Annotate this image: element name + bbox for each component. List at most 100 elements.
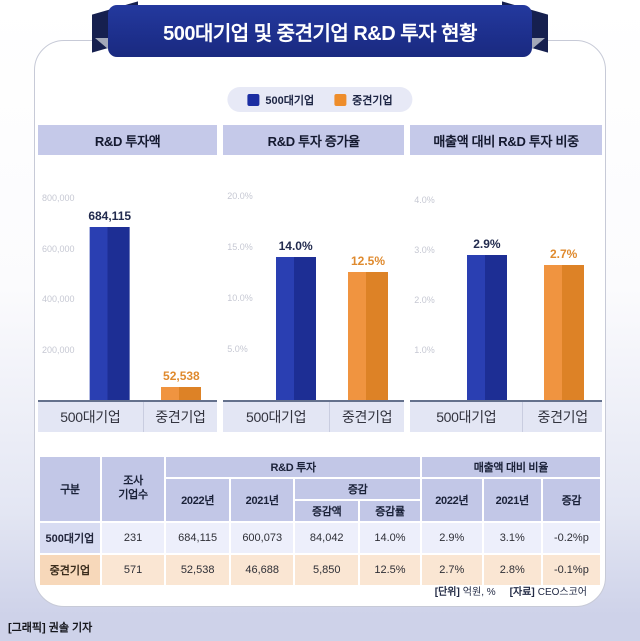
ribbon-fold-shadow-right — [532, 38, 545, 49]
y-axis-tick-label: 15.0% — [227, 241, 253, 252]
bar-blue — [89, 227, 130, 400]
legend-item-top500: 500대기업 — [247, 92, 314, 108]
cell-ratio-2022: 2.9% — [421, 523, 482, 553]
cell-delta-amount: 5,850 — [295, 555, 359, 585]
title-banner: 500대기업 및 중견기업 R&D 투자 현황 — [108, 5, 532, 57]
cell-ratio-2021: 2.8% — [483, 555, 541, 585]
header-delta-amount: 증감액 — [295, 501, 359, 521]
legend-label: 중견기업 — [352, 94, 393, 107]
header-rnd-2022: 2022년 — [166, 479, 229, 521]
y-axis-tick-label: 800,000 — [42, 193, 75, 204]
legend-swatch-orange — [334, 93, 347, 106]
row-label: 500대기업 — [40, 523, 100, 553]
chart-rnd-growth-rate: R&D 투자 증가율 14.0% 12.5% 5.0% 10.0% 15.0% 20.… — [223, 125, 405, 432]
x-axis-line — [38, 400, 218, 402]
header-ratio-2021: 2021년 — [483, 479, 541, 521]
category-strip: 500대기업 중견기업 — [38, 402, 218, 432]
category-label: 중견기업 — [537, 409, 589, 425]
graphic-credit: [그래픽] 권솔 기자 — [8, 622, 93, 634]
y-axis-tick-label: 5.0% — [227, 343, 248, 354]
bar-orange — [543, 265, 584, 400]
cell-rnd-2022: 684,115 — [166, 523, 229, 553]
cell-ratio-delta: -0.1%p — [542, 555, 600, 585]
cell-rnd-2021: 46,688 — [230, 555, 294, 585]
plot-area: 2.9% 2.7% 1.0% 2.0% 3.0% 4.0% — [410, 168, 602, 400]
cell-rnd-2021: 600,073 — [230, 523, 294, 553]
infographic-card: 500대기업 중견기업 R&D 투자액 684,115 52,538 200,0… — [34, 40, 606, 607]
bar-value-label: 2.7% — [549, 247, 578, 261]
x-axis-line — [223, 400, 405, 402]
row-label: 중견기업 — [40, 555, 100, 585]
y-axis-tick-label: 600,000 — [42, 243, 75, 254]
legend-swatch-blue — [247, 93, 260, 106]
category-strip: 500대기업 중견기업 — [223, 402, 405, 432]
cell-delta-rate: 12.5% — [360, 555, 420, 585]
y-axis-tick-label: 1.0% — [414, 345, 435, 355]
chart-title: 매출액 대비 R&D 투자 비중 — [410, 125, 602, 155]
source-value: CEO스코어 — [537, 587, 587, 598]
bar-top500: 2.9% — [466, 237, 507, 400]
chart-legend: 500대기업 중견기업 — [227, 87, 413, 112]
page-title: 500대기업 및 중견기업 R&D 투자 현황 — [163, 22, 477, 45]
footnote: [단위] 억원, % [자료] CEO스코어 — [435, 583, 587, 598]
y-axis-tick-label: 20.0% — [227, 190, 253, 201]
category-label: 500대기업 — [223, 402, 330, 432]
header-ratio-2022: 2022년 — [421, 479, 482, 521]
cell-count: 231 — [101, 523, 165, 553]
bar-orange — [161, 387, 202, 400]
charts-row: R&D 투자액 684,115 52,538 200,000 400,000 600… — [38, 125, 602, 432]
cell-count: 571 — [101, 555, 165, 585]
y-axis-tick-label: 400,000 — [42, 294, 75, 305]
bar-orange — [348, 272, 389, 400]
legend-item-midsize: 중견기업 — [334, 92, 393, 108]
chart-rnd-to-sales-ratio: 매출액 대비 R&D 투자 비중 2.9% 2.7% 1.0% 2.0% 3.0% 4… — [410, 125, 602, 432]
cell-rnd-2022: 52,538 — [166, 555, 229, 585]
bar-value-label: 2.9% — [473, 237, 501, 251]
table-row-top500: 500대기업 231 684,115 600,073 84,042 14.0% … — [40, 523, 600, 553]
bar-value-label: 12.5% — [351, 254, 386, 268]
plot-area: 14.0% 12.5% 5.0% 10.0% 15.0% 20.0% — [223, 168, 404, 400]
bar-blue — [275, 257, 316, 400]
bar-midsize: 2.7% — [543, 247, 584, 400]
bar-midsize: 52,538 — [161, 369, 202, 400]
category-label: 중견기업 — [341, 409, 393, 425]
chart-rnd-investment: R&D 투자액 684,115 52,538 200,000 400,000 600… — [38, 125, 218, 432]
category-label: 500대기업 — [410, 402, 524, 432]
table-row-midsize: 중견기업 571 52,538 46,688 5,850 12.5% 2.7% … — [40, 555, 600, 585]
chart-title: R&D 투자액 — [38, 125, 218, 155]
legend-label: 500대기업 — [265, 94, 315, 107]
unit-label: [단위] — [434, 587, 460, 598]
header-sales-ratio-group: 매출액 대비 비율 — [421, 457, 600, 477]
bar-value-label: 14.0% — [278, 239, 313, 253]
bar-blue — [466, 255, 507, 400]
source-label: [자료] — [509, 587, 535, 598]
data-table: 구분 조사 기업수 R&D 투자 매출액 대비 비율 2022년 2021년 증… — [38, 455, 602, 587]
bar-value-label: 52,538 — [163, 369, 200, 383]
cell-ratio-delta: -0.2%p — [542, 523, 600, 553]
category-strip: 500대기업 중견기업 — [410, 402, 602, 432]
bar-top500: 14.0% — [275, 239, 316, 400]
y-axis-tick-label: 2.0% — [414, 295, 435, 305]
data-table-wrap: 구분 조사 기업수 R&D 투자 매출액 대비 비율 2022년 2021년 증… — [38, 455, 602, 587]
y-axis-tick-label: 10.0% — [227, 292, 253, 303]
cell-delta-amount: 84,042 — [295, 523, 359, 553]
header-rnd-investment-group: R&D 투자 — [166, 457, 420, 477]
plot-area: 684,115 52,538 200,000 400,000 600,000 800,… — [38, 168, 217, 400]
bar-top500: 684,115 — [88, 209, 131, 400]
category-label: 중견기업 — [155, 409, 206, 425]
y-axis-tick-label: 200,000 — [42, 344, 75, 355]
header-group: 구분 — [40, 457, 100, 521]
bar-value-label: 684,115 — [88, 209, 132, 223]
header-survey-count: 조사 기업수 — [101, 457, 165, 521]
y-axis-tick-label: 4.0% — [414, 195, 435, 205]
bar-midsize: 12.5% — [348, 254, 389, 400]
header-ratio-delta: 증감 — [542, 479, 600, 521]
unit-value: 억원, % — [462, 587, 496, 598]
category-label: 500대기업 — [38, 402, 144, 432]
cell-delta-rate: 14.0% — [360, 523, 420, 553]
x-axis-line — [410, 400, 602, 402]
cell-ratio-2022: 2.7% — [421, 555, 482, 585]
ribbon-fold-shadow-left — [95, 38, 108, 49]
chart-title: R&D 투자 증가율 — [223, 125, 405, 155]
header-delta-rate: 증감률 — [360, 501, 420, 521]
